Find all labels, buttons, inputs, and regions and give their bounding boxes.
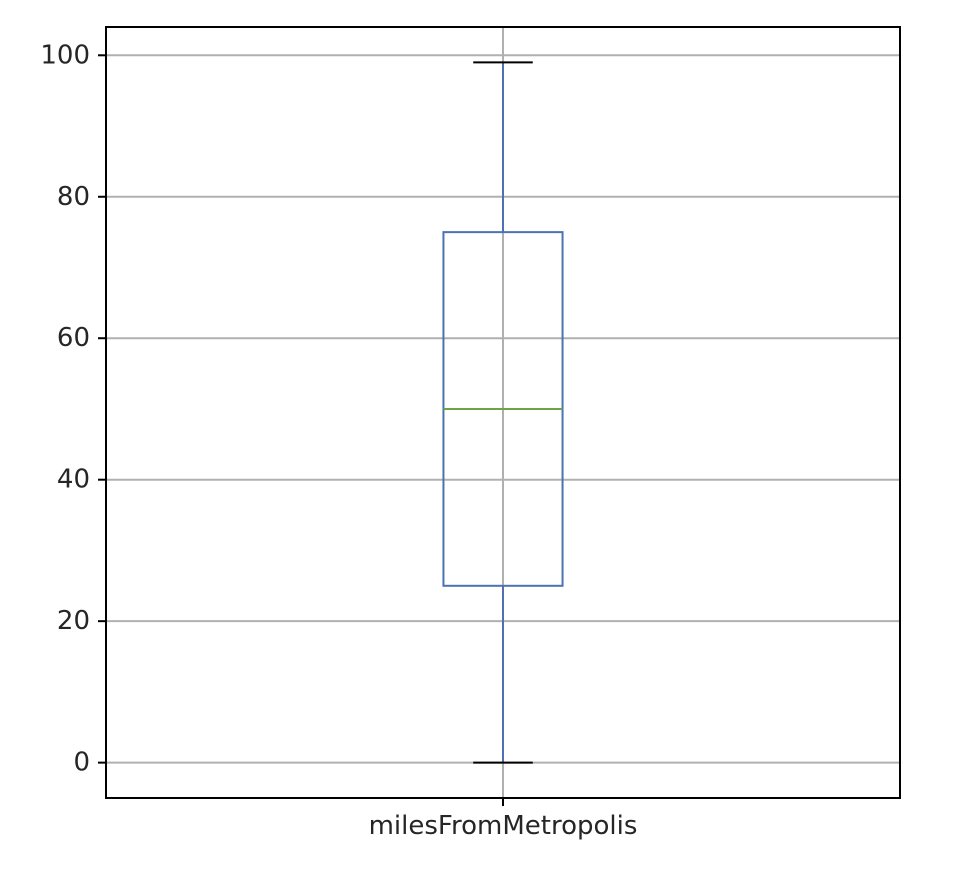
axis-layer: 0 20 40 60 80 100 milesFromMetropolis [40,40,637,841]
y-tick-label: 60 [57,323,90,353]
y-tick-label: 80 [57,182,90,212]
y-tick-label: 20 [57,606,90,636]
y-tick-label: 0 [73,748,90,778]
plot-frame [105,26,901,799]
box-layer [442,61,564,764]
x-category-label: milesFromMetropolis [369,811,638,841]
y-tick-label: 100 [40,40,90,70]
y-tick-label: 40 [57,465,90,495]
